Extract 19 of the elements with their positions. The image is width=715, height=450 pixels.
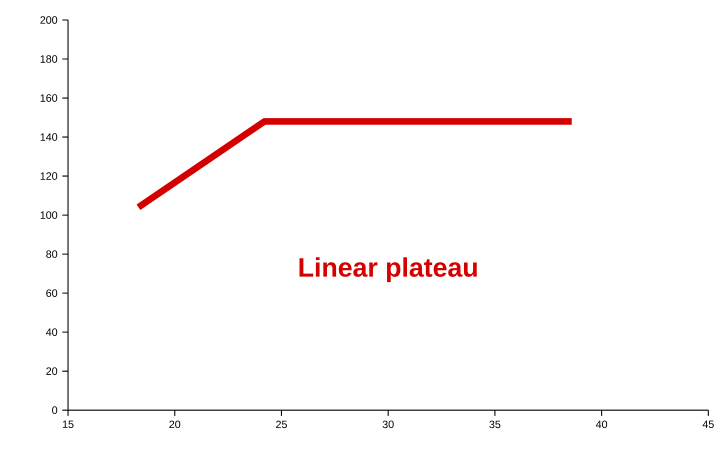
y-tick-label: 0 [52, 406, 58, 414]
x-tick-label: 20 [169, 420, 180, 428]
y-tick-label: 200 [40, 16, 58, 24]
y-tick-label: 100 [40, 211, 58, 219]
x-tick-label: 45 [702, 420, 714, 428]
y-tick-label: 40 [46, 328, 58, 336]
y-tick-label: 60 [46, 289, 58, 297]
annotation: Linear plateau [300, 257, 477, 282]
y-tick-label: 80 [46, 250, 58, 258]
x-tick-label: 40 [596, 420, 608, 428]
y-tick-label: 160 [40, 94, 58, 102]
x-tick-label: 30 [382, 420, 394, 428]
x-tick-label: 25 [276, 420, 287, 428]
y-tick-label: 20 [46, 367, 58, 375]
x-tick-label: 15 [62, 420, 74, 428]
x-tick-label: 35 [489, 420, 500, 428]
y-tick-label: 140 [40, 133, 58, 141]
y-tick-label: 120 [40, 172, 58, 180]
y-tick-label: 180 [40, 55, 58, 63]
